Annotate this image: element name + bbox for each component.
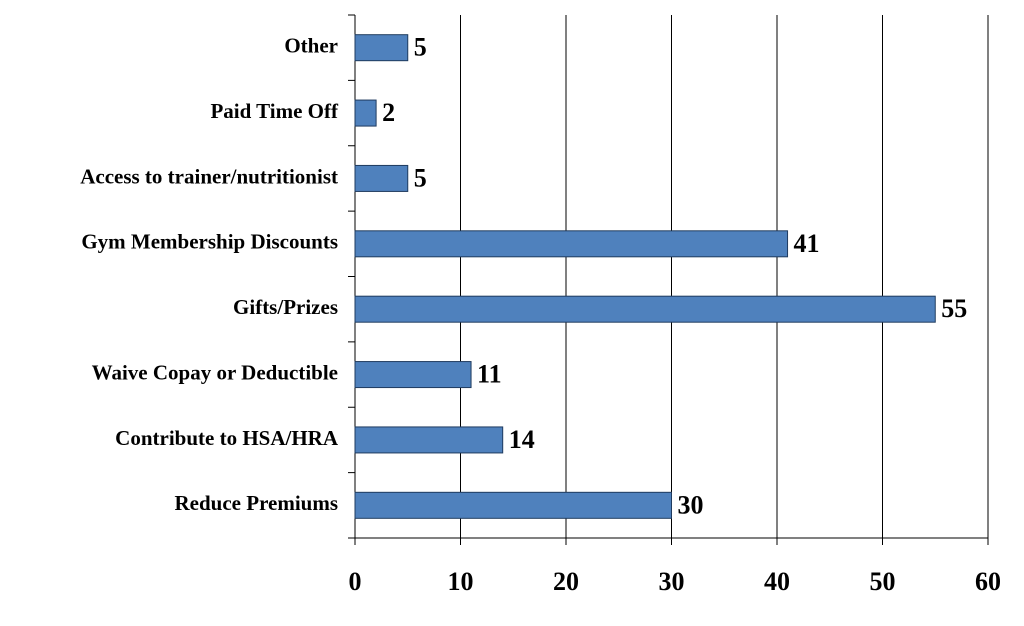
value-label: 5: [414, 163, 427, 192]
value-label: 2: [382, 98, 395, 127]
value-label: 5: [414, 33, 427, 62]
x-tick-label: 40: [764, 567, 790, 596]
y-tick-label: Waive Copay or Deductible: [92, 360, 338, 384]
x-tick-label: 50: [870, 567, 896, 596]
x-tick-label: 0: [349, 567, 362, 596]
x-tick-label: 30: [659, 567, 685, 596]
bar: [354, 295, 936, 323]
value-label: 41: [794, 229, 820, 258]
x-tick-label: 10: [448, 567, 474, 596]
bar: [354, 99, 377, 127]
y-tick-label: Access to trainer/nutritionist: [80, 164, 338, 188]
x-tick-label: 60: [975, 567, 1001, 596]
y-tick-label: Reduce Premiums: [175, 491, 339, 515]
bar: [354, 491, 672, 519]
value-label: 55: [941, 294, 967, 323]
bar: [354, 426, 504, 454]
value-label: 14: [509, 425, 535, 454]
bar: [354, 230, 789, 258]
value-label: 11: [477, 360, 502, 389]
y-tick-label: Gym Membership Discounts: [81, 230, 338, 254]
value-label: 30: [678, 490, 704, 519]
y-tick-label: Contribute to HSA/HRA: [115, 426, 339, 450]
bar: [354, 164, 409, 192]
y-tick-label: Gifts/Prizes: [233, 295, 338, 319]
bar: [354, 34, 409, 62]
y-tick-label: Paid Time Off: [210, 99, 339, 123]
bar: [354, 361, 472, 389]
x-tick-label: 20: [553, 567, 579, 596]
y-tick-label: Other: [284, 34, 338, 58]
